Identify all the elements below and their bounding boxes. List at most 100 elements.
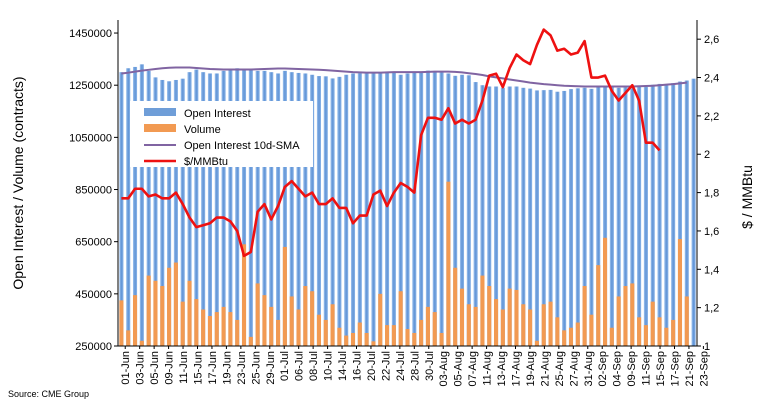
x-tick-label: 17-Jun bbox=[207, 351, 219, 385]
open-interest-bar bbox=[691, 78, 696, 347]
volume-bar bbox=[623, 286, 628, 346]
volume-bar bbox=[310, 291, 315, 346]
volume-bar bbox=[677, 239, 683, 346]
source-note: Source: CME Group bbox=[8, 389, 89, 399]
y-tick-label-right: 1,6 bbox=[704, 226, 719, 238]
open-interest-bar bbox=[568, 89, 574, 347]
volume-bar bbox=[487, 286, 492, 346]
volume-bar bbox=[180, 301, 185, 346]
open-interest-bar bbox=[241, 69, 247, 346]
open-interest-bar bbox=[657, 83, 662, 347]
open-interest-bar bbox=[562, 90, 567, 346]
x-tick-label: 11-Aug bbox=[482, 351, 494, 386]
volume-bar bbox=[548, 301, 553, 346]
volume-bar bbox=[282, 246, 287, 346]
open-interest-bar bbox=[480, 85, 485, 346]
volume-bars bbox=[119, 181, 689, 346]
x-tick-label: 05-Aug bbox=[453, 351, 465, 386]
open-interest-bar bbox=[412, 72, 417, 346]
x-tick-label: 14-Jul bbox=[337, 351, 349, 381]
x-tick-label: 19-Jun bbox=[221, 351, 233, 385]
open-interest-bar bbox=[528, 88, 533, 346]
x-tick-label: 22-Jul bbox=[380, 351, 392, 381]
volume-bar bbox=[439, 332, 444, 346]
y-tick-label-right: 1,4 bbox=[704, 264, 719, 276]
y-tick-label-left: 450000 bbox=[75, 289, 112, 301]
volume-bar bbox=[153, 280, 158, 346]
volume-bar bbox=[364, 332, 369, 346]
y-tick-label-left: 250000 bbox=[75, 341, 112, 353]
volume-bar bbox=[214, 312, 219, 346]
legend-label: $/MMBtu bbox=[184, 156, 228, 168]
y-tick-label-left: 650000 bbox=[75, 237, 112, 249]
volume-bar bbox=[616, 296, 621, 346]
volume-bar bbox=[207, 316, 213, 346]
sma-line bbox=[121, 66, 687, 88]
open-interest-bar bbox=[269, 72, 274, 346]
open-interest-bar bbox=[500, 87, 505, 346]
open-interest-bar bbox=[453, 75, 458, 346]
x-tick-label: 13-Aug bbox=[496, 351, 508, 386]
volume-bar bbox=[664, 327, 669, 346]
open-interest-bar bbox=[643, 87, 648, 346]
open-interest-bar bbox=[521, 87, 526, 346]
legend-label: Open Interest bbox=[184, 108, 251, 120]
x-tick-label: 15-Jun bbox=[193, 351, 205, 385]
open-interest-bar bbox=[603, 87, 608, 346]
open-interest-bar bbox=[398, 74, 403, 347]
x-tick-label: 19-Aug bbox=[525, 351, 537, 386]
volume-bar bbox=[330, 304, 335, 346]
open-interest-bar bbox=[596, 87, 601, 346]
x-tick-label: 30-Jul bbox=[424, 351, 436, 381]
volume-bar bbox=[323, 319, 328, 346]
x-tick-label: 09-Sep bbox=[626, 351, 638, 386]
y-axis-left-label: Open Interest / Volume (contracts) bbox=[10, 76, 26, 289]
open-interest-bar bbox=[310, 74, 315, 347]
open-interest-bar bbox=[180, 78, 185, 347]
open-interest-bar bbox=[555, 91, 560, 346]
y-tick-label-left: 1450000 bbox=[69, 28, 112, 40]
volume-bar bbox=[269, 306, 274, 346]
open-interest-bar bbox=[364, 72, 369, 346]
x-tick-label: 23-Sep bbox=[698, 351, 710, 386]
volume-bar bbox=[146, 275, 151, 346]
y-tick-label-right: 2,2 bbox=[704, 111, 719, 123]
open-interest-bar bbox=[282, 70, 287, 347]
open-interest-bar bbox=[371, 72, 376, 346]
open-interest-bar bbox=[514, 86, 519, 346]
volume-bar bbox=[657, 317, 662, 346]
x-tick-label: 01-Jul bbox=[279, 351, 291, 381]
x-tick-label: 17-Sep bbox=[669, 351, 681, 386]
volume-bar bbox=[262, 295, 267, 346]
volume-bar bbox=[371, 341, 376, 346]
volume-bar bbox=[473, 306, 478, 346]
x-tick-label: 03-Aug bbox=[438, 351, 450, 386]
volume-bar bbox=[303, 286, 308, 346]
volume-bar bbox=[385, 325, 390, 346]
volume-bar bbox=[119, 300, 124, 346]
volume-bar bbox=[494, 299, 499, 346]
volume-bar bbox=[596, 265, 601, 346]
volume-bar bbox=[507, 288, 512, 346]
open-interest-bar bbox=[350, 73, 356, 347]
open-interest-bar bbox=[459, 74, 465, 347]
x-tick-label: 25-Aug bbox=[554, 351, 566, 386]
volume-bar bbox=[221, 306, 226, 346]
volume-bar bbox=[160, 286, 165, 346]
volume-bar bbox=[405, 329, 410, 346]
line-series bbox=[121, 28, 687, 258]
volume-bar bbox=[378, 293, 383, 346]
open-interest-bar bbox=[132, 66, 138, 346]
volume-bar bbox=[528, 309, 533, 346]
legend-swatch bbox=[144, 108, 176, 116]
axes: 250000 450000 650000 850000 1050000 1250000 14… bbox=[69, 20, 719, 386]
open-interest-bar bbox=[119, 72, 124, 346]
open-interest-bar bbox=[664, 84, 669, 346]
volume-bar bbox=[637, 317, 642, 346]
open-interest-bar bbox=[677, 81, 683, 347]
volume-bar bbox=[466, 304, 471, 346]
x-tick-label: 29-Jun bbox=[265, 351, 277, 385]
x-tick-label: 20-Jul bbox=[366, 351, 378, 381]
volume-bar bbox=[650, 301, 655, 346]
